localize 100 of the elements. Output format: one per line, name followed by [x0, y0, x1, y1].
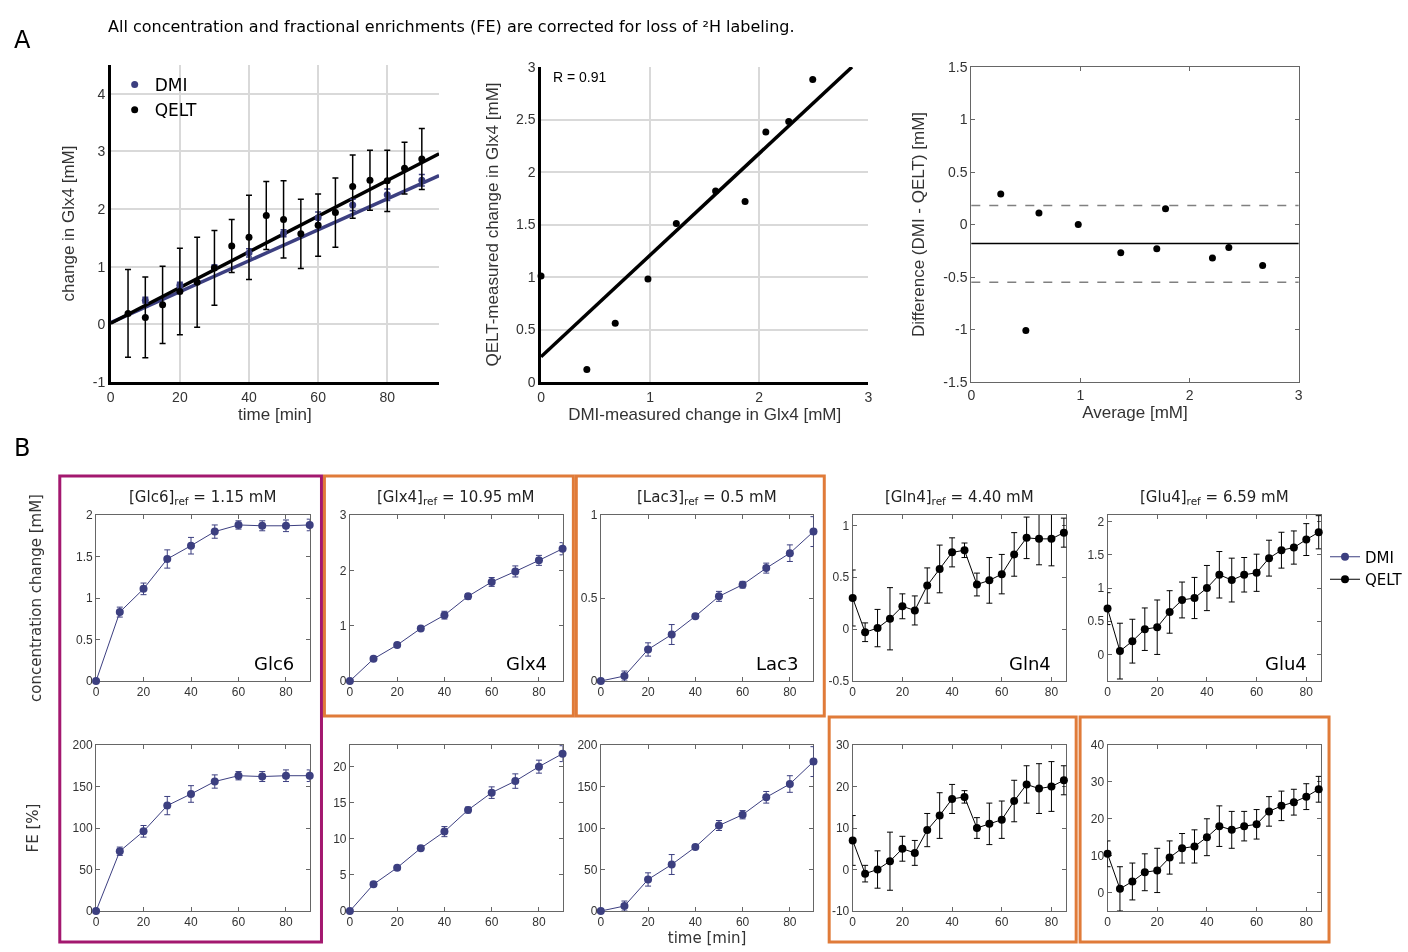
- y-tick-label: 10: [1090, 848, 1105, 863]
- y-tick-label: 0: [590, 904, 598, 919]
- y-tick-label: 0.5: [832, 570, 850, 585]
- y-tick-label: 1: [527, 268, 536, 285]
- y-tick-label: 10: [333, 832, 347, 847]
- x-tick-label: 40: [241, 388, 257, 405]
- annotation: R = 0.91: [553, 69, 607, 85]
- annotation: Glc6: [254, 653, 295, 674]
- legend-label: QELT: [1365, 571, 1403, 590]
- y-tick-label: 20: [333, 759, 347, 774]
- x-tick-label: 80: [279, 915, 293, 930]
- y-tick-label: 15: [333, 795, 347, 810]
- y-tick-label: 0: [842, 622, 850, 637]
- x-tick-label: 2: [755, 388, 764, 405]
- annotation: Glu4: [1265, 653, 1307, 674]
- chart-title: [Glx4]$_{ref}$ = 10.95 mM: [377, 488, 535, 508]
- x-axis-title: time [min]: [238, 404, 312, 424]
- chart-title: [Lac3]$_{ref}$ = 0.5 mM: [637, 488, 777, 508]
- x-axis-title: time [min]: [667, 929, 747, 948]
- y-tick-label: 150: [577, 779, 598, 794]
- x-tick-label: 80: [1299, 685, 1314, 700]
- y-tick-label: 1.5: [516, 216, 536, 233]
- annotation: Lac3: [756, 653, 799, 674]
- x-tick-label: 20: [172, 388, 188, 405]
- y-tick-label: 0: [97, 316, 106, 333]
- x-tick-label: 80: [379, 388, 396, 405]
- x-tick-label: 60: [231, 685, 246, 700]
- y-tick-label: 2: [97, 200, 106, 217]
- x-tick-label: 60: [231, 915, 246, 930]
- x-tick-label: 20: [1150, 915, 1165, 930]
- legend-label: QELT: [154, 100, 197, 121]
- x-tick-label: 20: [1150, 685, 1165, 700]
- y-tick-label: 1: [1097, 581, 1105, 596]
- y-tick-label: 1: [842, 518, 850, 533]
- y-tick-label: 40: [1090, 738, 1105, 753]
- y-axis-title: concentration change [mM]: [27, 494, 46, 702]
- y-tick-label: 0: [1097, 647, 1105, 662]
- x-tick-label: 60: [735, 915, 750, 930]
- x-tick-label: 40: [184, 685, 199, 700]
- x-tick-label: 40: [437, 915, 452, 930]
- y-tick-label: 0: [85, 904, 93, 919]
- y-tick-label: 2: [339, 563, 347, 578]
- y-tick-label: 200: [72, 738, 93, 753]
- y-tick-label: 4: [97, 85, 106, 102]
- y-tick-label: 200: [577, 738, 598, 753]
- y-tick-label: 2: [1097, 514, 1105, 529]
- x-tick-label: 2: [1185, 386, 1194, 403]
- y-tick-label: -0.5: [943, 268, 968, 285]
- y-tick-label: 1.5: [75, 549, 93, 564]
- y-tick-label: 2.5: [516, 111, 536, 128]
- y-tick-label: 0.5: [75, 632, 93, 647]
- x-tick-label: 80: [1299, 915, 1314, 930]
- y-tick-label: 3: [97, 143, 106, 160]
- y-tick-label: 1.5: [948, 58, 968, 75]
- x-tick-label: 20: [390, 915, 405, 930]
- y-tick-label: -0.5: [828, 674, 850, 689]
- text: All concentration and fractional enrichments (FE) are corrected for loss of ²H labeling.: [108, 17, 795, 36]
- x-tick-label: 60: [995, 685, 1009, 700]
- y-tick-label: 0.5: [516, 321, 536, 338]
- y-tick-label: -1: [955, 321, 968, 338]
- y-tick-label: 2: [85, 508, 93, 523]
- x-tick-label: 1: [646, 388, 655, 405]
- x-tick-label: 20: [641, 685, 656, 700]
- y-tick-label: 1: [959, 111, 968, 128]
- x-axis-title: Average [mM]: [1082, 403, 1188, 423]
- y-tick-label: 100: [72, 821, 93, 836]
- y-axis-title: QELT-measured change in Glx4 [mM]: [482, 82, 502, 367]
- y-tick-label: 3: [339, 508, 347, 523]
- y-tick-label: 0: [339, 674, 347, 689]
- x-tick-label: 60: [485, 685, 499, 700]
- x-tick-label: 80: [532, 915, 546, 930]
- x-tick-label: 40: [1200, 915, 1214, 930]
- x-tick-label: 60: [310, 388, 327, 405]
- text: B: [14, 434, 31, 462]
- y-tick-label: 10: [835, 821, 850, 836]
- x-tick-label: 60: [485, 915, 499, 930]
- y-tick-label: 50: [584, 862, 598, 877]
- y-axis-title: Difference (DMI - QELT) [mM]: [908, 111, 928, 338]
- y-tick-label: 1: [97, 258, 106, 275]
- x-tick-label: 60: [1249, 915, 1264, 930]
- x-axis-title: DMI-measured change in Glx4 [mM]: [568, 404, 842, 424]
- x-tick-label: 1: [1076, 386, 1085, 403]
- x-tick-label: 60: [735, 685, 750, 700]
- x-tick-label: 20: [895, 915, 910, 930]
- x-tick-label: 20: [136, 915, 151, 930]
- x-tick-label: 80: [1044, 685, 1059, 700]
- x-tick-label: 20: [136, 685, 151, 700]
- x-tick-label: 40: [688, 685, 703, 700]
- y-tick-label: 0: [85, 674, 93, 689]
- chart-title: [Glc6]$_{ref}$ = 1.15 mM: [129, 488, 277, 508]
- y-tick-label: 5: [339, 868, 347, 883]
- x-tick-label: 3: [1294, 386, 1303, 403]
- legend-label: DMI: [154, 75, 188, 96]
- x-tick-label: 3: [864, 388, 873, 405]
- y-tick-label: 100: [577, 821, 598, 836]
- x-tick-label: 80: [279, 685, 293, 700]
- y-axis-title: change in Glx4 [mM]: [59, 145, 79, 302]
- y-tick-label: 1.5: [1087, 548, 1105, 563]
- x-tick-label: 80: [532, 685, 546, 700]
- y-tick-label: -1.5: [943, 373, 968, 390]
